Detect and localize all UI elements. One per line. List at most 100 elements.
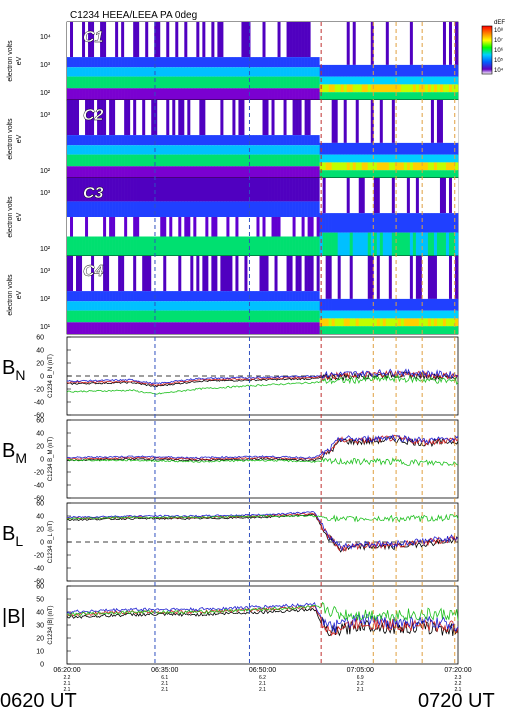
probe-label-c4: C4 [83,263,104,280]
time-sub-label: 2.1 [161,681,168,687]
spectrogram-ylabel: eV [16,134,23,143]
time-tick-label: 06:35:00 [151,667,178,674]
field-series-line [66,368,459,385]
spectrogram-ylabel: eV [16,56,23,65]
field-tick-label: 0 [40,457,44,464]
field-tick-label: 40 [36,431,44,438]
field-series-line [67,434,459,461]
probe-label-c3: C3 [83,185,104,202]
field-tick-label: 20 [36,361,44,368]
spec-tick-label: 10³ [40,190,51,197]
time-sub-label: 6.1 [161,675,168,681]
field-series-line [66,457,459,467]
field-tick-label: -40 [34,400,44,407]
time-sub-label: 2.1 [357,687,364,693]
field-tick-label: 60 [36,418,44,425]
field-tick-label: -60 [34,579,44,586]
field-series-line [66,601,459,633]
time-sub-label: 2.1 [161,687,168,693]
colorbar-tick-label: 10⁴ [494,67,504,74]
time-sub-label: 2.1 [64,687,71,693]
field-tick-label: 30 [36,623,44,630]
spec-tick-label: 10³ [40,112,51,119]
component-label-mag: |B| [2,606,26,628]
field-tick-label: -20 [34,387,44,394]
time-sub-label: 6.2 [259,675,266,681]
field-tick-label: 20 [36,444,44,451]
colorbar-tick-label: 10⁶ [494,47,504,54]
field-tick-label: 10 [36,649,44,656]
field-tick-label: 40 [36,610,44,617]
spec-tick-label: 10² [40,246,51,253]
probe-label-c2: C2 [83,107,104,124]
field-series-line [66,513,459,523]
colorbar-tick-label: 10⁵ [494,57,504,64]
field-tick-label: 60 [36,335,44,342]
colorbar-label: dEF [494,20,505,26]
spectrogram-ylabel: electron volts [7,40,14,82]
field-ylabel: C1234 |B| (nT) [48,605,54,644]
time-sub-label: 2.3 [455,675,462,681]
field-tick-label: 0 [40,374,44,381]
start-time-label: 0620 UT [0,690,77,712]
colorbar-tick-label: 10⁸ [494,27,504,34]
colorbar [481,25,493,75]
spec-tick-label: 10³ [40,62,51,69]
time-sub-label: 2.2 [64,675,71,681]
field-tick-label: -60 [34,413,44,420]
spec-tick-label: 10² [40,90,51,97]
spec-tick-label: 10¹ [40,324,51,331]
spec-tick-label: 10² [40,168,51,175]
spec-tick-label: 10⁴ [40,34,51,41]
field-tick-label: 60 [36,584,44,591]
field-tick-label: 40 [36,514,44,521]
field-tick-label: 0 [40,662,44,669]
spectrogram-ylabel: eV [16,212,23,221]
time-sub-label: 2.1 [259,681,266,687]
time-tick-label: 07:20:00 [444,667,471,674]
time-tick-label: 06:20:00 [53,667,80,674]
time-sub-label: 6.9 [357,675,364,681]
field-series-line [66,510,459,552]
field-series-line [66,601,459,623]
time-tick-label: 06:50:00 [249,667,276,674]
field-tick-label: 60 [36,501,44,508]
field-tick-label: -20 [34,553,44,560]
spectrogram-ylabel: electron volts [7,196,14,238]
field-tick-label: -60 [34,496,44,503]
time-tick-label: 07:05:00 [347,667,374,674]
field-tick-label: 20 [36,636,44,643]
component-label-n: BN [2,357,25,383]
field-tick-label: 50 [36,597,44,604]
field-ylabel: C1234 B_N (nT) [48,354,54,398]
spec-tick-label: 10² [40,296,51,303]
time-sub-label: 2.2 [357,681,364,687]
colorbar-tick-label: 10⁷ [494,37,503,44]
field-tick-label: -20 [34,470,44,477]
field-ylabel: C1234 B_M (nT) [48,437,54,481]
field-series-line [67,513,459,553]
time-sub-label: 2.1 [455,687,462,693]
spec-tick-label: 10³ [40,268,51,275]
component-label-l: BL [2,523,23,549]
field-ylabel: C1234 B_L (nT) [48,521,54,563]
field-series-line [66,434,459,459]
field-tick-label: 20 [36,527,44,534]
field-series-line [66,370,459,386]
field-tick-label: 0 [40,540,44,547]
end-time-label: 0720 UT [418,690,495,712]
figure-title: C1234 HEEA/LEEA PA 0deg [70,10,198,21]
time-sub-label: 2.2 [455,681,462,687]
component-label-m: BM [2,440,27,466]
field-tick-label: 40 [36,348,44,355]
spectrogram-ylabel: eV [16,290,23,299]
spectrogram-ylabel: electron volts [7,274,14,316]
field-series-line [66,374,459,395]
time-sub-label: 2.1 [259,687,266,693]
time-sub-label: 2.1 [64,681,71,687]
field-panel-frame [66,419,459,499]
spectrogram-ylabel: electron volts [7,118,14,160]
field-tick-label: -40 [34,483,44,490]
field-tick-label: -40 [34,566,44,573]
